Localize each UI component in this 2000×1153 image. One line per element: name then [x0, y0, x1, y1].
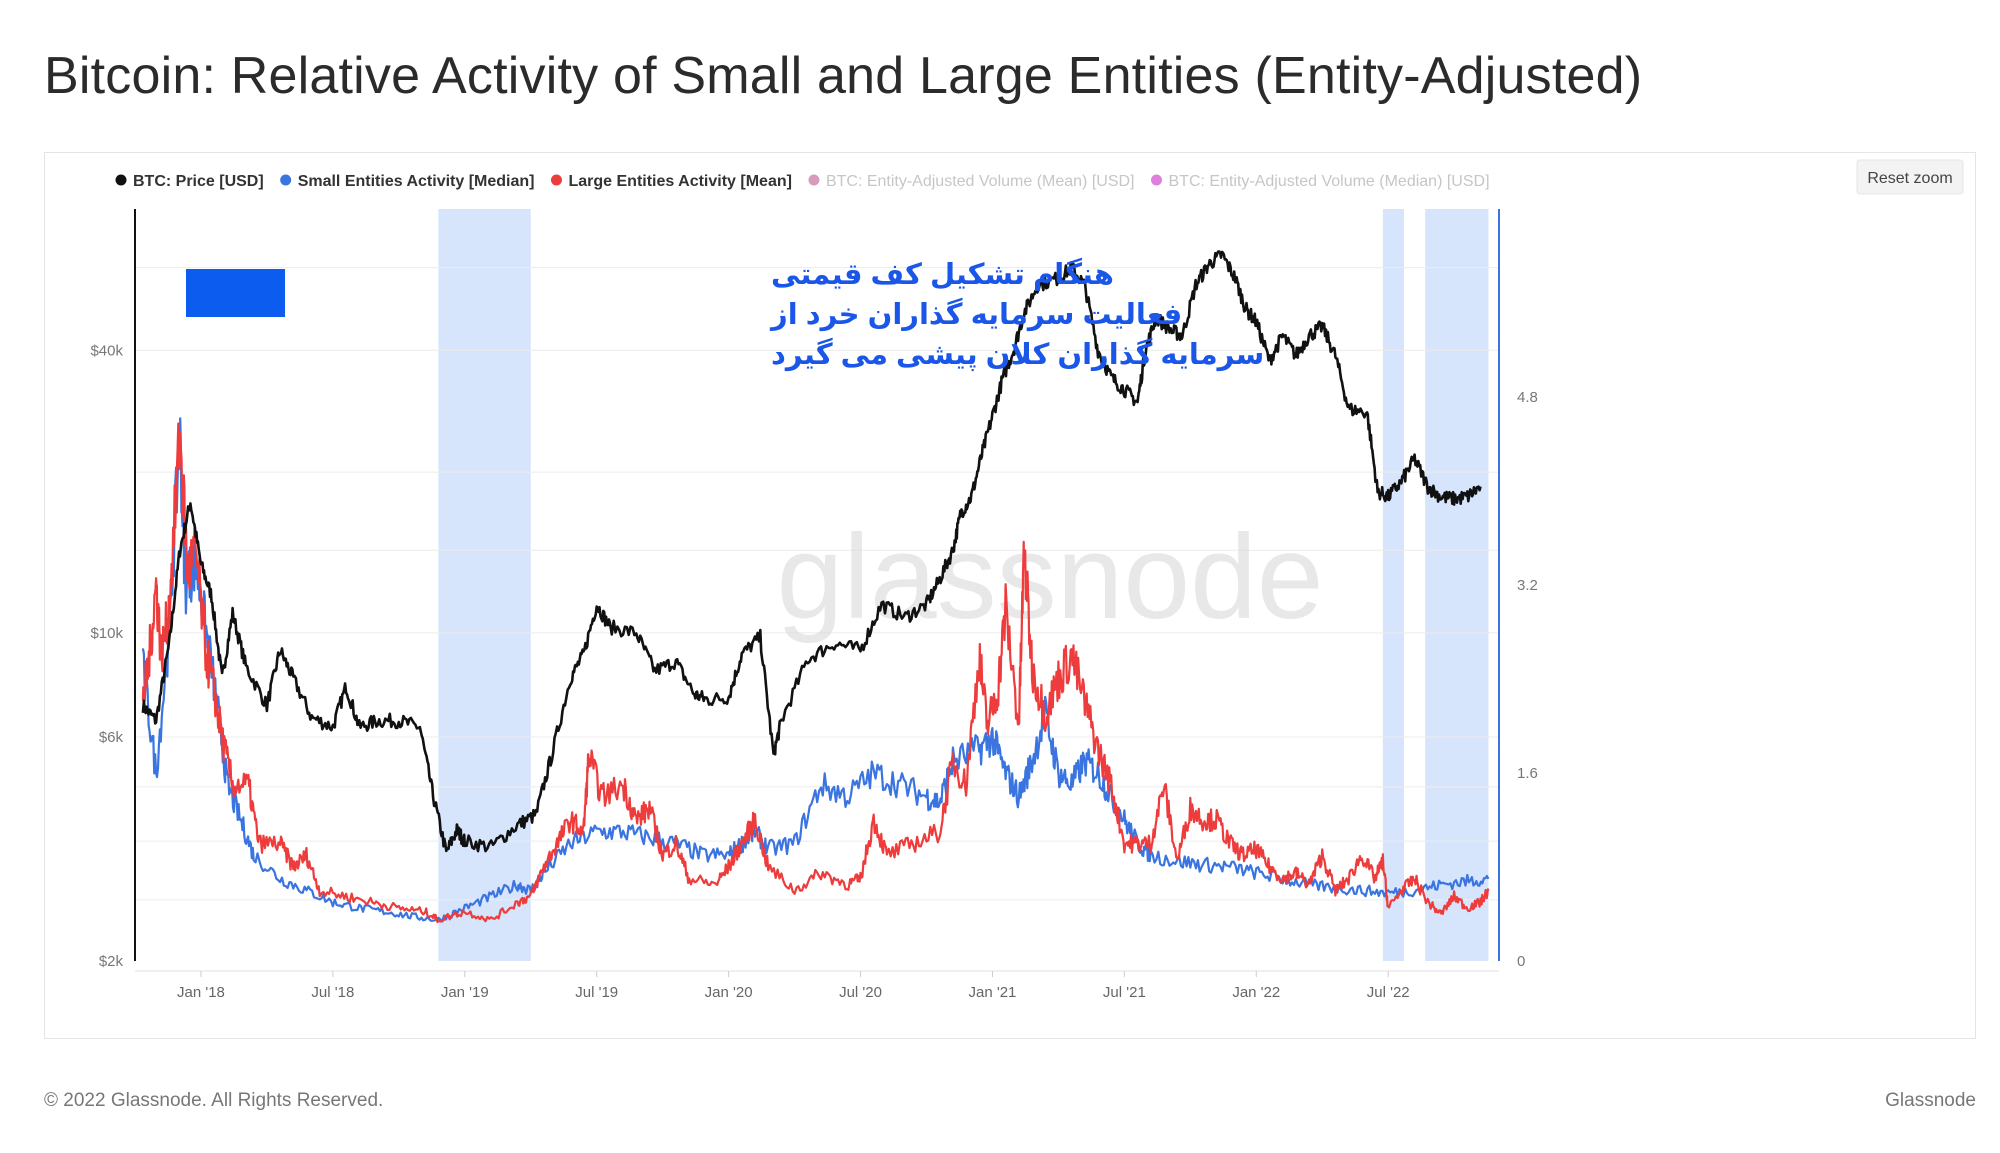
grid-lines — [135, 267, 1499, 901]
annotation-line-2: فعالیت سرمایه گذاران خرد از — [769, 297, 1182, 331]
chart-svg: glassnode BTC: Price [USD] Small Entities… — [90, 159, 1964, 1001]
x-tick-4: Jan '20 — [705, 984, 753, 1001]
annotation: هنگام تشکیل کف قیمتی فعالیت سرمایه گذارا… — [186, 257, 1264, 372]
annotation-box — [186, 269, 285, 317]
y-right-tick-1: 1.6 — [1517, 765, 1538, 782]
legend-label-2: Large Entities Activity [Mean] — [568, 173, 791, 190]
x-tick-9: Jul '22 — [1367, 984, 1410, 1001]
footer-copyright: © 2022 Glassnode. All Rights Reserved. — [44, 1090, 384, 1111]
x-tick-3: Jul '19 — [575, 984, 618, 1001]
reset-zoom-label[interactable]: Reset zoom — [1867, 170, 1952, 187]
legend-label-3: BTC: Entity-Adjusted Volume (Mean) [USD] — [826, 173, 1135, 190]
series-line-1 — [141, 417, 1490, 923]
y-left-tick-2: $10k — [90, 625, 123, 642]
legend-label-4: BTC: Entity-Adjusted Volume (Median) [US… — [1169, 173, 1490, 190]
x-tick-1: Jul '18 — [311, 984, 354, 1001]
x-tick-0: Jan '18 — [177, 984, 225, 1001]
legend-marker-3 — [808, 174, 820, 186]
series-layer — [141, 250, 1490, 924]
x-tick-2: Jan '19 — [441, 984, 489, 1001]
legend: BTC: Price [USD] Small Entities Activity … — [115, 173, 1490, 190]
y-right-tick-0: 0 — [1517, 953, 1525, 970]
highlight-band-1 — [1382, 209, 1405, 961]
series-line-0 — [141, 250, 1482, 853]
watermark: glassnode — [776, 510, 1323, 644]
annotation-line-3: سرمایه گذاران کلان پیشی می گیرد — [771, 337, 1264, 372]
legend-marker-2 — [550, 174, 562, 186]
y-left-tick-1: $6k — [99, 729, 124, 746]
y-right-tick-3: 4.8 — [1517, 389, 1538, 406]
series-line-2 — [141, 422, 1490, 924]
chart-frame: glassnode BTC: Price [USD] Small Entities… — [44, 152, 1976, 1039]
legend-marker-0 — [115, 174, 127, 186]
x-tick-7: Jul '21 — [1103, 984, 1146, 1001]
y-right-tick-2: 3.2 — [1517, 577, 1538, 594]
legend-marker-1 — [280, 174, 292, 186]
annotation-line-1: هنگام تشکیل کف قیمتی — [771, 257, 1114, 291]
x-tick-6: Jan '21 — [968, 984, 1016, 1001]
reset-zoom-bg[interactable] — [1856, 159, 1964, 195]
y-left-tick-0: $2k — [99, 953, 124, 970]
x-tick-8: Jan '22 — [1232, 984, 1280, 1001]
legend-label-0: BTC: Price [USD] — [133, 173, 264, 190]
x-tick-5: Jul '20 — [839, 984, 882, 1001]
page-title: Bitcoin: Relative Activity of Small and … — [44, 47, 1643, 105]
reset-zoom-button[interactable]: Reset zoom — [1856, 159, 1964, 195]
legend-marker-4 — [1151, 174, 1162, 186]
y-left-tick-3: $40k — [90, 342, 123, 359]
highlight-band-2 — [1425, 209, 1489, 961]
footer-brand: Glassnode — [1885, 1090, 1976, 1111]
axes: $2k $6k $10k $40k 0 1.6 3.2 4.8 Jan '18 Jul '18 Ja… — [90, 209, 1538, 1001]
legend-label-1: Small Entities Activity [Median] — [298, 173, 535, 190]
